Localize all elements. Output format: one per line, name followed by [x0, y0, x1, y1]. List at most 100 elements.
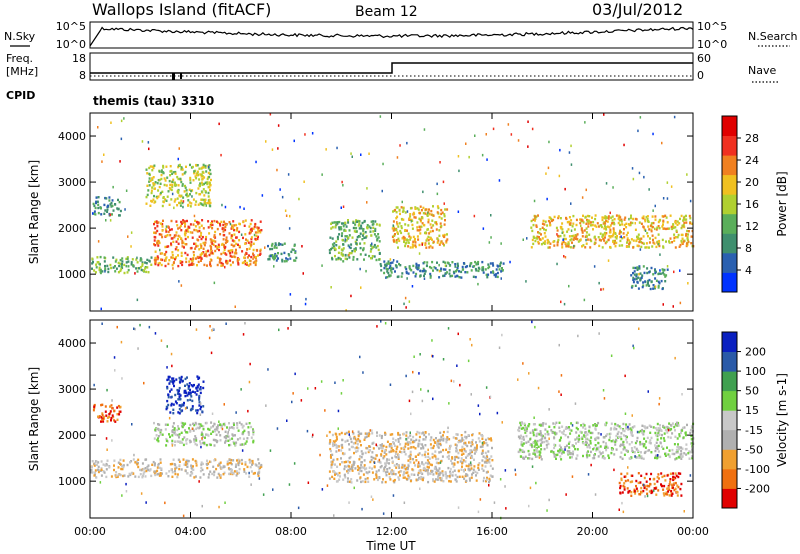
power-echo-cell — [673, 239, 676, 242]
velocity-echo-cell — [344, 440, 347, 443]
velocity-echo-cell — [187, 387, 190, 390]
power-echo-cell — [388, 266, 391, 270]
velocity-echo-cell — [618, 425, 621, 428]
velocity-echo-cell — [461, 465, 463, 468]
velocity-echo-cell — [604, 423, 607, 426]
power-echo-cell — [602, 234, 604, 237]
velocity-echo-cell — [462, 452, 465, 455]
power-echo-cell — [160, 233, 163, 236]
power-echo-cell — [141, 262, 144, 266]
velocity-echo-cell — [449, 470, 452, 473]
velocity-echo-cell — [475, 446, 478, 449]
power-echo-cell — [359, 267, 361, 271]
velocity-echo-cell — [624, 435, 627, 438]
velocity-echo-cell — [252, 433, 255, 436]
velocity-echo-cell — [291, 400, 293, 404]
power-echo-cell — [339, 226, 342, 229]
velocity-echo-cell — [155, 434, 158, 437]
power-echo-cell — [99, 268, 102, 272]
power-echo-cell — [104, 268, 107, 272]
velocity-echo-cell — [217, 424, 219, 427]
velocity-echo-cell — [473, 452, 476, 455]
velocity-echo-cell — [644, 427, 647, 430]
velocity-echo-cell — [691, 457, 694, 460]
power-echo-cell — [167, 262, 170, 266]
velocity-echo-cell — [685, 433, 687, 437]
velocity-echo-cell — [176, 392, 179, 395]
velocity-echo-cell — [215, 433, 218, 436]
velocity-echo-cell — [455, 455, 458, 459]
power-echo-cell — [181, 173, 184, 176]
power-echo-cell — [279, 243, 282, 246]
velocity-echo-cell — [331, 475, 334, 479]
velocity-echo-cell — [195, 328, 198, 331]
velocity-echo-cell — [328, 477, 331, 480]
velocity-echo-cell — [425, 435, 427, 439]
power-echo-cell — [585, 231, 588, 234]
velocity-echo-cell — [439, 476, 442, 480]
cpid-label: CPID — [6, 89, 35, 102]
power-echo-cell — [340, 234, 343, 238]
power-colorbar-tick-label: 4 — [745, 264, 752, 277]
velocity-echo-cell — [663, 474, 666, 478]
power-echo-cell — [654, 269, 656, 272]
velocity-echo-cell — [663, 484, 666, 488]
power-echo-cell — [544, 235, 547, 238]
velocity-echo-cell — [246, 465, 249, 469]
power-echo-cell — [363, 258, 365, 261]
power-echo-cell — [605, 219, 608, 223]
velocity-echo-cell — [168, 382, 171, 385]
power-echo-cell — [163, 183, 166, 187]
power-echo-cell — [404, 266, 407, 269]
power-echo-cell — [427, 221, 430, 224]
power-echo-cell — [255, 255, 257, 259]
power-echo-cell — [585, 235, 588, 238]
velocity-echo-cell — [627, 466, 629, 469]
power-echo-cell — [170, 198, 173, 201]
power-echo-cell — [389, 264, 392, 267]
power-echo-cell — [589, 246, 592, 249]
power-echo-cell — [259, 220, 262, 223]
velocity-echo-cell — [406, 471, 409, 474]
power-echo-cell — [619, 235, 622, 239]
velocity-echo-cell — [392, 437, 395, 440]
power-echo-cell — [568, 216, 571, 219]
velocity-echo-cell — [491, 467, 494, 470]
power-echo-cell — [607, 215, 610, 218]
velocity-echo-cell — [658, 397, 661, 400]
power-echo-cell — [220, 153, 222, 157]
power-echo-cell — [234, 251, 237, 254]
velocity-echo-cell — [649, 431, 652, 434]
power-echo-cell — [390, 271, 393, 274]
power-echo-cell — [640, 245, 643, 249]
velocity-echo-cell — [105, 414, 108, 417]
power-echo-cell — [616, 235, 618, 238]
power-echo-cell — [464, 265, 467, 269]
velocity-echo-cell — [475, 479, 478, 482]
velocity-echo-cell — [154, 332, 157, 335]
velocity-echo-cell — [628, 427, 631, 431]
velocity-echo-cell — [93, 406, 96, 410]
power-echo-cell — [564, 242, 567, 245]
power-echo-cell — [670, 225, 673, 229]
power-echo-cell — [126, 271, 129, 274]
power-echo-cell — [127, 265, 130, 268]
velocity-echo-cell — [467, 434, 470, 437]
power-echo-cell — [222, 223, 225, 227]
power-echo-cell — [201, 177, 204, 181]
power-echo-cell — [117, 261, 120, 265]
power-echo-cell — [644, 229, 647, 232]
velocity-echo-cell — [174, 433, 177, 436]
velocity-echo-cell — [186, 383, 189, 386]
velocity-echo-cell — [357, 472, 360, 475]
power-echo-cell — [276, 168, 278, 172]
power-echo-cell — [364, 253, 367, 256]
power-echo-cell — [547, 240, 550, 244]
velocity-echo-cell — [461, 445, 464, 449]
power-echo-cell — [277, 147, 279, 150]
power-echo-cell — [673, 115, 676, 119]
velocity-echo-cell — [564, 446, 567, 449]
velocity-echo-cell — [417, 473, 419, 477]
velocity-echo-cell — [675, 448, 678, 452]
velocity-echo-cell — [470, 476, 473, 479]
